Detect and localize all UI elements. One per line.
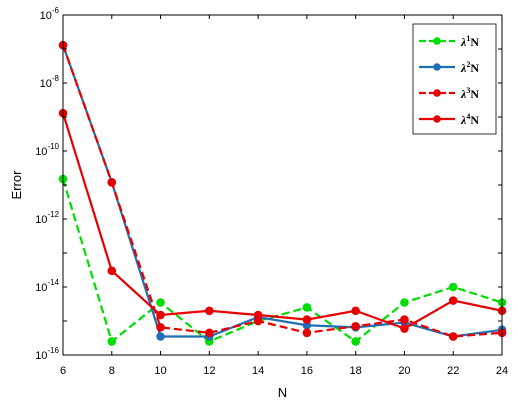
legend-marker-3 bbox=[433, 89, 441, 97]
y-axis: 10-16 10-14 10-12 10-10 10-8 10-6 bbox=[35, 6, 502, 362]
series-3-point bbox=[156, 323, 165, 332]
series-1-point bbox=[400, 298, 409, 307]
series-3-point bbox=[302, 328, 312, 338]
series-4-point bbox=[351, 306, 360, 316]
series-line-2 bbox=[61, 44, 503, 338]
legend-label-2: λ2N bbox=[460, 60, 479, 75]
series-1-point bbox=[107, 337, 117, 346]
x-tick-label: 18 bbox=[350, 365, 362, 377]
x-tick-label: 12 bbox=[203, 365, 215, 377]
x-tick-label: 20 bbox=[398, 365, 410, 377]
y-tick-label: 10-8 bbox=[40, 74, 60, 90]
legend-label-1: λ1N bbox=[460, 34, 479, 49]
series-3-point bbox=[205, 328, 214, 338]
series-line-3 bbox=[61, 44, 503, 338]
y-tick-label: 10-14 bbox=[35, 278, 59, 294]
x-axis-title: N bbox=[278, 385, 287, 400]
series-3-point bbox=[107, 178, 117, 187]
series-line-4 bbox=[61, 112, 503, 330]
series-1-point bbox=[351, 337, 360, 346]
x-axis: 6 8 10 12 14 16 18 20 22 24 bbox=[60, 15, 508, 377]
legend-marker-2 bbox=[433, 63, 441, 71]
series-1-point bbox=[448, 282, 458, 292]
series-4-point bbox=[205, 306, 214, 316]
y-tick-label: 10-12 bbox=[35, 210, 59, 226]
series-4-point bbox=[253, 310, 263, 320]
legend-marker-1 bbox=[433, 37, 441, 45]
y-tick-label: 10-6 bbox=[40, 6, 60, 22]
legend-marker-4 bbox=[433, 115, 441, 123]
series-4-point bbox=[156, 310, 165, 320]
x-tick-label: 6 bbox=[60, 365, 66, 377]
series-layer bbox=[58, 40, 507, 346]
x-tick-label: 10 bbox=[154, 365, 166, 377]
series-4-point bbox=[107, 266, 117, 276]
series-3-point bbox=[400, 315, 409, 324]
y-tick-label: 10-16 bbox=[35, 346, 59, 362]
series-1-point bbox=[302, 303, 312, 312]
series-4-point bbox=[400, 324, 409, 333]
series-4-point bbox=[302, 315, 312, 324]
x-tick-label: 16 bbox=[301, 365, 313, 377]
y-axis-title: Error bbox=[9, 170, 24, 200]
y-tick-label: 10-10 bbox=[35, 142, 59, 158]
series-1-point bbox=[156, 298, 165, 307]
series-4-point bbox=[448, 296, 458, 305]
x-tick-label: 8 bbox=[109, 365, 115, 377]
series-3-point bbox=[351, 321, 360, 331]
series-line-1 bbox=[61, 178, 503, 344]
x-tick-label: 22 bbox=[447, 365, 459, 377]
legend: λ1N λ2N λ3N λ4N bbox=[412, 23, 497, 135]
legend-box bbox=[412, 23, 497, 135]
legend-label-3: λ3N bbox=[460, 86, 479, 101]
series-3-point bbox=[448, 332, 458, 341]
x-tick-label: 14 bbox=[252, 365, 264, 377]
x-tick-label: 24 bbox=[496, 365, 508, 377]
legend-label-4: λ4N bbox=[460, 112, 479, 127]
series-2-point bbox=[156, 332, 165, 341]
